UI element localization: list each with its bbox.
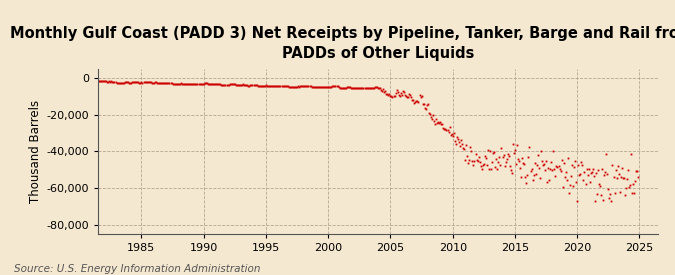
Title: Monthly Gulf Coast (PADD 3) Net Receipts by Pipeline, Tanker, Barge and Rail fro: Monthly Gulf Coast (PADD 3) Net Receipts… xyxy=(9,26,675,61)
Text: Source: U.S. Energy Information Administration: Source: U.S. Energy Information Administ… xyxy=(14,264,260,274)
Y-axis label: Thousand Barrels: Thousand Barrels xyxy=(29,100,42,203)
